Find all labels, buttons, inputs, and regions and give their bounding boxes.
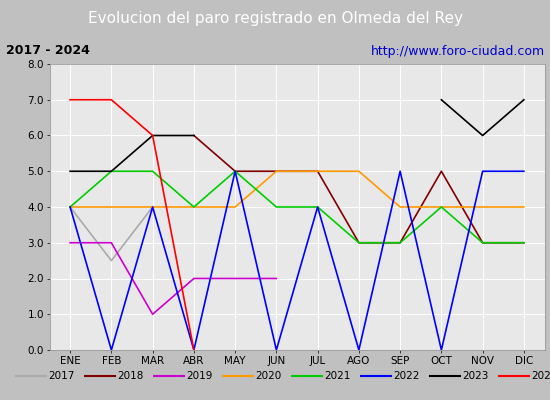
Text: 2020: 2020 — [256, 371, 282, 381]
Text: 2022: 2022 — [394, 371, 420, 381]
Text: 2017 - 2024: 2017 - 2024 — [6, 44, 89, 58]
Text: http://www.foro-ciudad.com: http://www.foro-ciudad.com — [370, 44, 544, 58]
Text: 2019: 2019 — [186, 371, 213, 381]
Text: 2024: 2024 — [531, 371, 550, 381]
Text: 2023: 2023 — [463, 371, 489, 381]
Text: 2017: 2017 — [48, 371, 75, 381]
Text: 2018: 2018 — [118, 371, 144, 381]
Text: 2021: 2021 — [324, 371, 351, 381]
Text: Evolucion del paro registrado en Olmeda del Rey: Evolucion del paro registrado en Olmeda … — [87, 12, 463, 26]
